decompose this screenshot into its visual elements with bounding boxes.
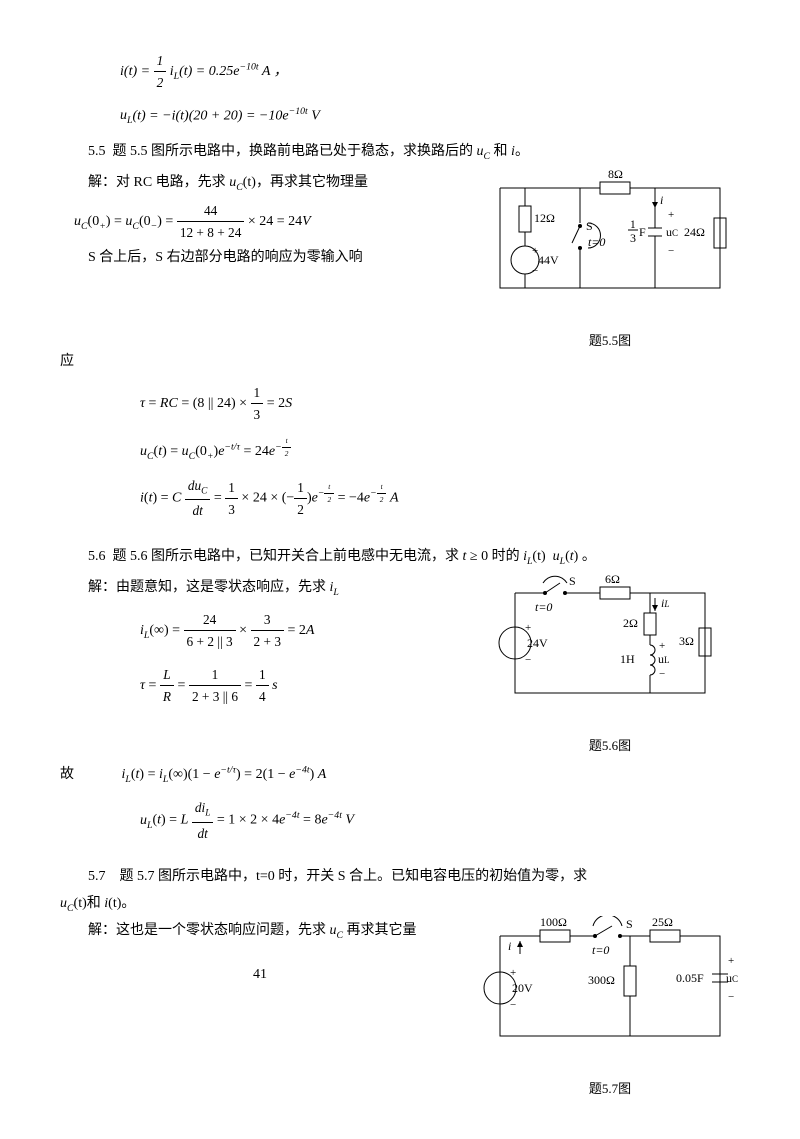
fig-5-6: S t=0 6Ω iL + 24V − 2Ω 1H + xyxy=(495,573,725,723)
svg-text:uC: uC xyxy=(726,971,738,985)
svg-text:S: S xyxy=(626,917,633,931)
svg-text:−: − xyxy=(659,668,665,680)
svg-text:24V: 24V xyxy=(527,636,548,650)
p56-eq2: τ = LR = 12 + 3 || 6 = 14 s xyxy=(140,664,460,708)
svg-text:6Ω: 6Ω xyxy=(605,573,620,586)
fig-5-5: 8Ω 12Ω + 44V − S t=0 i xyxy=(480,168,740,318)
svg-text:20V: 20V xyxy=(512,981,533,995)
svg-text:t=0: t=0 xyxy=(592,943,609,957)
svg-text:3Ω: 3Ω xyxy=(679,634,694,648)
svg-text:0.05F: 0.05F xyxy=(676,971,704,985)
page-number: 41 xyxy=(60,964,460,986)
switch-label: S xyxy=(586,219,593,233)
switch-t: t=0 xyxy=(588,235,605,249)
fig55-caption: 题5.5图 xyxy=(480,331,740,352)
p55-eq1: uC(0+) = uC(0−) = 4412 + 8 + 24 × 24 = 2… xyxy=(74,200,460,244)
svg-text:iL: iL xyxy=(661,596,669,610)
svg-text:+: + xyxy=(510,967,516,979)
eq-uL-t: uL(t) = −i(t)(20 + 20) = −10e−10t V xyxy=(120,104,740,129)
svg-text:+: + xyxy=(668,209,674,221)
p57-sol1: 解：这也是一个零状态响应问题，先求 uC 再求其它量 xyxy=(60,920,460,943)
p55-sol2-tail: 应 xyxy=(60,351,740,373)
fig-5-7: 100Ω S t=0 25Ω i + 20V − 3 xyxy=(480,916,740,1066)
svg-text:1H: 1H xyxy=(620,652,635,666)
p56-eq4: uL(t) = L diLdt = 1 × 2 × 4e−4t = 8e−4t … xyxy=(140,797,740,844)
sw56t: t=0 xyxy=(535,600,552,614)
svg-text:1: 1 xyxy=(630,219,636,231)
svg-text:−: − xyxy=(668,245,674,257)
svg-text:+: + xyxy=(659,640,665,652)
p57-title-b: uC(t)和 i(t)。 xyxy=(60,893,740,916)
svg-text:uL: uL xyxy=(658,652,670,666)
p56-so-row: 故 iL(t) = iL(∞)(1 − e−t/τ) = 2(1 − e−4t)… xyxy=(60,762,740,787)
p56-eq1: iL(∞) = 246 + 2 || 3 × 32 + 3 = 2A xyxy=(140,609,460,653)
svg-text:+: + xyxy=(525,622,531,634)
p55-eq4: i(t) = C duCdt = 13 × 24 × (−12)e−t2 = −… xyxy=(140,475,740,522)
eq-block-1: i(t) = 12 iL(t) = 0.25e−10t A ， uL(t) = … xyxy=(120,50,740,129)
svg-text:−: − xyxy=(525,654,531,666)
fig57-caption: 题5.7图 xyxy=(480,1079,740,1100)
svg-text:−: − xyxy=(728,991,734,1003)
p56-sol1: 解：由题意知，这是零状态响应，先求 iL xyxy=(60,577,460,600)
svg-text:+: + xyxy=(728,955,734,967)
svg-text:i: i xyxy=(508,939,511,953)
svg-text:3: 3 xyxy=(630,231,636,245)
svg-text:300Ω: 300Ω xyxy=(588,973,615,987)
svg-text:100Ω: 100Ω xyxy=(540,916,567,929)
uc-label: uC xyxy=(666,225,678,239)
svg-text:F: F xyxy=(639,225,646,239)
eq-i-t: i(t) = 12 iL(t) = 0.25e−10t A ， xyxy=(120,50,740,94)
p55-eq2: τ = RC = (8 || 24) × 13 = 2S xyxy=(140,382,740,426)
svg-text:−: − xyxy=(510,999,516,1011)
svg-text:25Ω: 25Ω xyxy=(652,916,673,929)
r-right-label: 24Ω xyxy=(684,225,705,239)
p55-sol2: S 合上后，S 右边部分电路的响应为零输入响 xyxy=(60,247,460,269)
sw56: S xyxy=(569,574,576,588)
fig56-caption: 题5.6图 xyxy=(480,736,740,757)
p55-eq3: uC(t) = uC(0+)e−t/τ = 24e−t2 xyxy=(140,435,740,465)
svg-text:2Ω: 2Ω xyxy=(623,616,638,630)
vsrc-label: 44V xyxy=(538,253,559,267)
p56-title: 5.6 题 5.6 图所示电路中，已知开关合上前电感中无电流，求 t ≥ 0 时… xyxy=(60,546,740,569)
p55-sol1: 解：对 RC 电路，先求 uC(t)，再求其它物理量 xyxy=(60,172,460,195)
r-top-label: 8Ω xyxy=(608,168,623,181)
r-left-label: 12Ω xyxy=(534,211,555,225)
svg-text:−: − xyxy=(532,265,538,277)
p55-title: 5.5 题 5.5 图所示电路中，换路前电路已处于稳态，求换路后的 uC 和 i… xyxy=(60,141,740,164)
p57-title-a: 5.7 题 5.7 图所示电路中，t=0 时，开关 S 合上。已知电容电压的初始… xyxy=(60,866,740,888)
i-label: i xyxy=(660,193,663,207)
